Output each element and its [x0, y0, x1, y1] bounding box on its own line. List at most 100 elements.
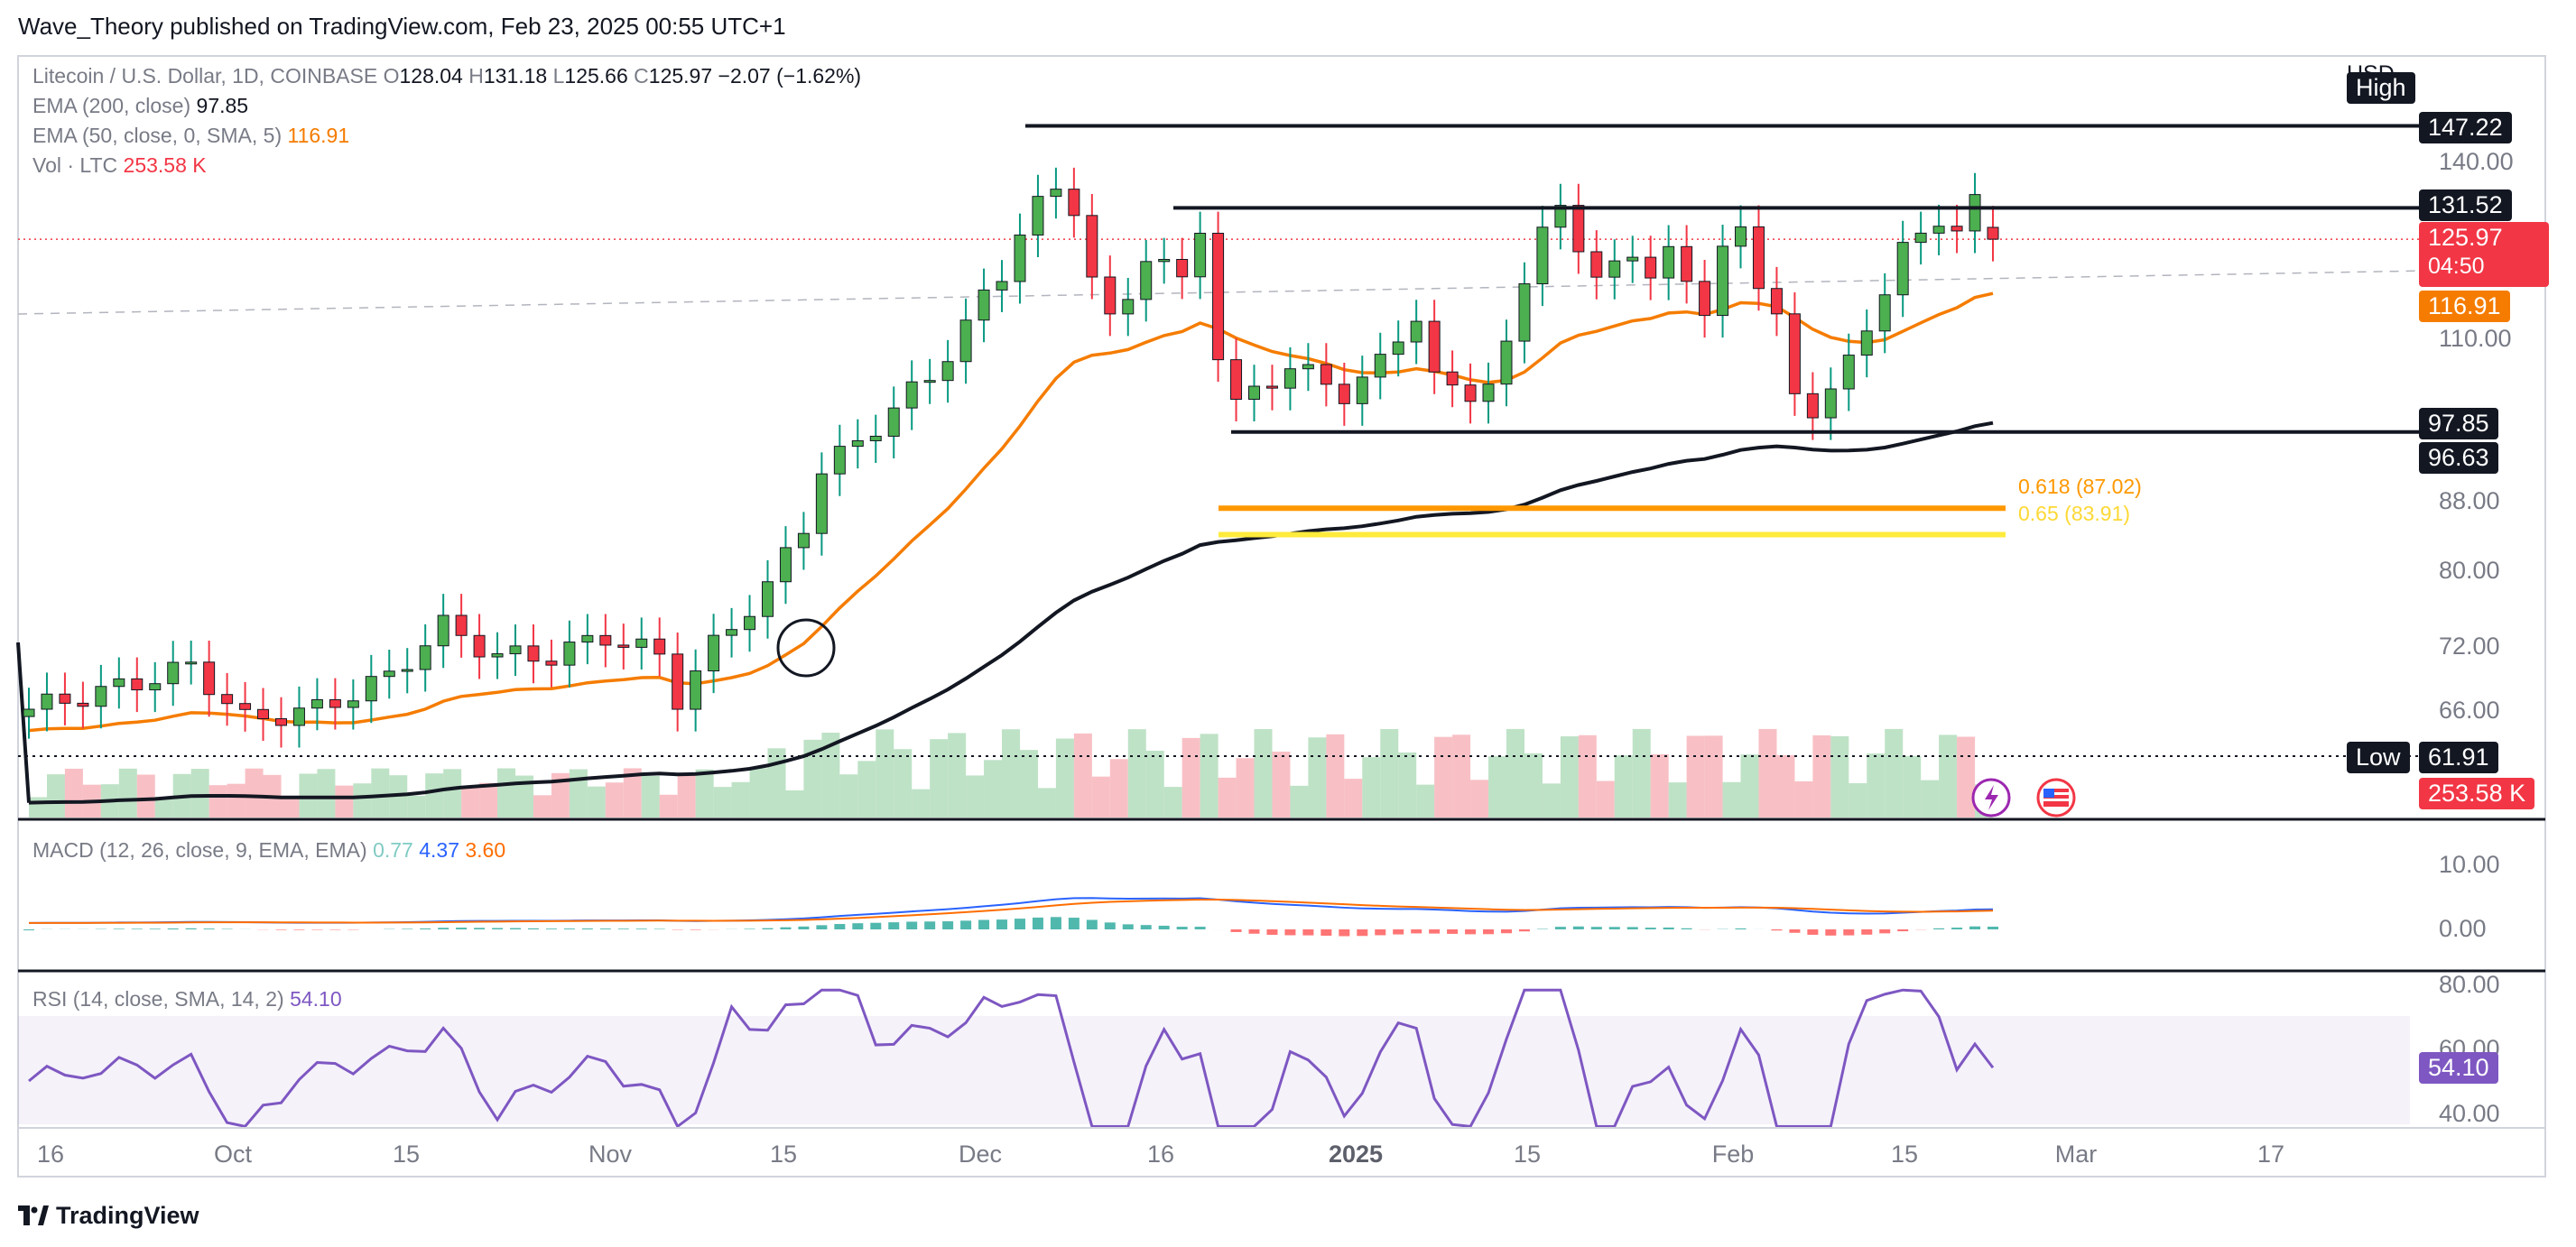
candle-body: [1500, 340, 1513, 385]
candle-body: [851, 439, 864, 448]
volume-bar: [1740, 754, 1759, 817]
volume-bar: [1416, 784, 1435, 817]
candle-body: [1176, 259, 1189, 278]
volume-bar: [1073, 733, 1092, 817]
high-value: 131.18: [483, 64, 548, 88]
x-tick: 15: [769, 1141, 798, 1168]
volume-label: Vol · LTC: [32, 153, 118, 177]
tradingview-logo-icon: [18, 1205, 49, 1225]
candle-body: [257, 708, 270, 720]
macd-histogram-bar: [1465, 929, 1477, 935]
volume-bar: [1236, 758, 1255, 817]
candle-body: [221, 694, 234, 705]
candle-body: [1878, 294, 1891, 332]
candle-body: [401, 669, 413, 672]
rsi-tick: 40.00: [2439, 1100, 2500, 1127]
volume-bar: [1163, 787, 1182, 817]
macd-histogram-bar: [1897, 929, 1909, 932]
macd-histogram-bar: [1302, 929, 1314, 936]
candle-body: [617, 644, 630, 648]
volume-legend[interactable]: Vol · LTC 253.58 K: [32, 153, 207, 178]
macd-histogram-bar: [924, 921, 936, 929]
candle-body: [887, 407, 900, 437]
candle-body: [383, 670, 395, 678]
macd-histogram-bar: [834, 924, 846, 929]
change-value: −2.07 (−1.62%): [718, 64, 862, 88]
macd-histogram-bar: [1230, 929, 1242, 932]
volume-bar: [46, 774, 65, 817]
volume-bar: [443, 769, 462, 817]
high-tag: High: [2347, 72, 2415, 104]
volume-bar: [803, 739, 822, 817]
volume-bar: [515, 775, 534, 817]
macd-histogram-bar: [492, 928, 504, 929]
rsi-tag: 54.10: [2419, 1052, 2498, 1084]
volume-bar: [966, 775, 985, 817]
macd-histogram-bar: [1284, 929, 1296, 936]
volume-bar: [1127, 729, 1146, 817]
macd-histogram-bar: [1176, 927, 1188, 929]
volume-bar: [659, 794, 678, 817]
candle-body: [1770, 288, 1783, 315]
candle-body: [1194, 232, 1207, 278]
candle-body: [149, 683, 162, 691]
symbol-legend[interactable]: Litecoin / U.S. Dollar, 1D, COINBASE O12…: [32, 64, 861, 88]
candle-body: [959, 319, 972, 363]
volume-bar: [227, 783, 246, 817]
ema200-price-tag: 97.85: [2419, 408, 2498, 439]
candle-body: [978, 289, 990, 321]
volume-bar: [569, 769, 588, 817]
macd-histogram-bar: [1500, 929, 1512, 934]
volume-bar: [1830, 735, 1849, 817]
volume-bar: [64, 768, 83, 817]
candle-body: [455, 614, 468, 636]
volume-bar: [299, 773, 318, 817]
macd-legend[interactable]: MACD (12, 26, close, 9, EMA, EMA) 0.77 4…: [32, 838, 505, 863]
ema50-legend[interactable]: EMA (50, close, 0, SMA, 5) 116.91: [32, 124, 349, 148]
macd-histogram-bar: [581, 928, 593, 929]
x-tick: 16: [1146, 1141, 1175, 1168]
macd-histogram-bar: [635, 928, 647, 929]
volume-bar: [677, 772, 696, 817]
macd-histogram-bar: [1879, 929, 1891, 934]
fib-618-label: 0.618 (87.02): [2018, 475, 2142, 498]
volume-bar: [605, 782, 624, 817]
candle-body: [1896, 242, 1909, 296]
candle-body: [923, 380, 936, 383]
volume-bar: [1091, 776, 1110, 817]
volume-bar: [1470, 780, 1489, 817]
volume-bar: [695, 769, 714, 817]
chart-frame: [17, 55, 2546, 1178]
macd-histogram-bar: [1843, 929, 1855, 936]
macd-histogram-bar: [131, 928, 143, 929]
macd-histogram-bar: [1104, 922, 1116, 929]
macd-histogram-bar: [167, 928, 179, 929]
macd-histogram-bar: [275, 929, 287, 930]
rsi-tick: 80.00: [2439, 971, 2500, 998]
event-icons[interactable]: [1971, 778, 2076, 817]
ema200-legend[interactable]: EMA (200, close) 97.85: [32, 94, 248, 118]
volume-bar: [1181, 737, 1200, 817]
candle-body: [1068, 189, 1080, 217]
candle-body: [419, 645, 431, 670]
macd-histogram-bar: [1320, 929, 1332, 936]
candle-body: [1302, 364, 1314, 370]
macd-signal-value: 3.60: [465, 838, 506, 862]
macd-histogram-bar: [798, 926, 810, 929]
candle-body: [329, 698, 341, 708]
macd-histogram-bar: [852, 923, 864, 929]
macd-histogram-bar: [1626, 927, 1638, 929]
candle-body: [1590, 251, 1603, 278]
volume-bar: [876, 729, 894, 817]
rsi-legend[interactable]: RSI (14, close, SMA, 14, 2) 54.10: [32, 987, 342, 1011]
tradingview-logo[interactable]: TradingView: [18, 1200, 199, 1231]
candle-body: [744, 615, 756, 631]
volume-bar: [1290, 785, 1309, 817]
macd-histogram-bar: [1969, 926, 1981, 929]
macd-histogram-bar: [1158, 925, 1170, 929]
candle-body: [1608, 260, 1621, 278]
volume-bar: [785, 790, 804, 817]
macd-histogram-bar: [1194, 927, 1206, 929]
open-value: 128.04: [399, 64, 463, 88]
